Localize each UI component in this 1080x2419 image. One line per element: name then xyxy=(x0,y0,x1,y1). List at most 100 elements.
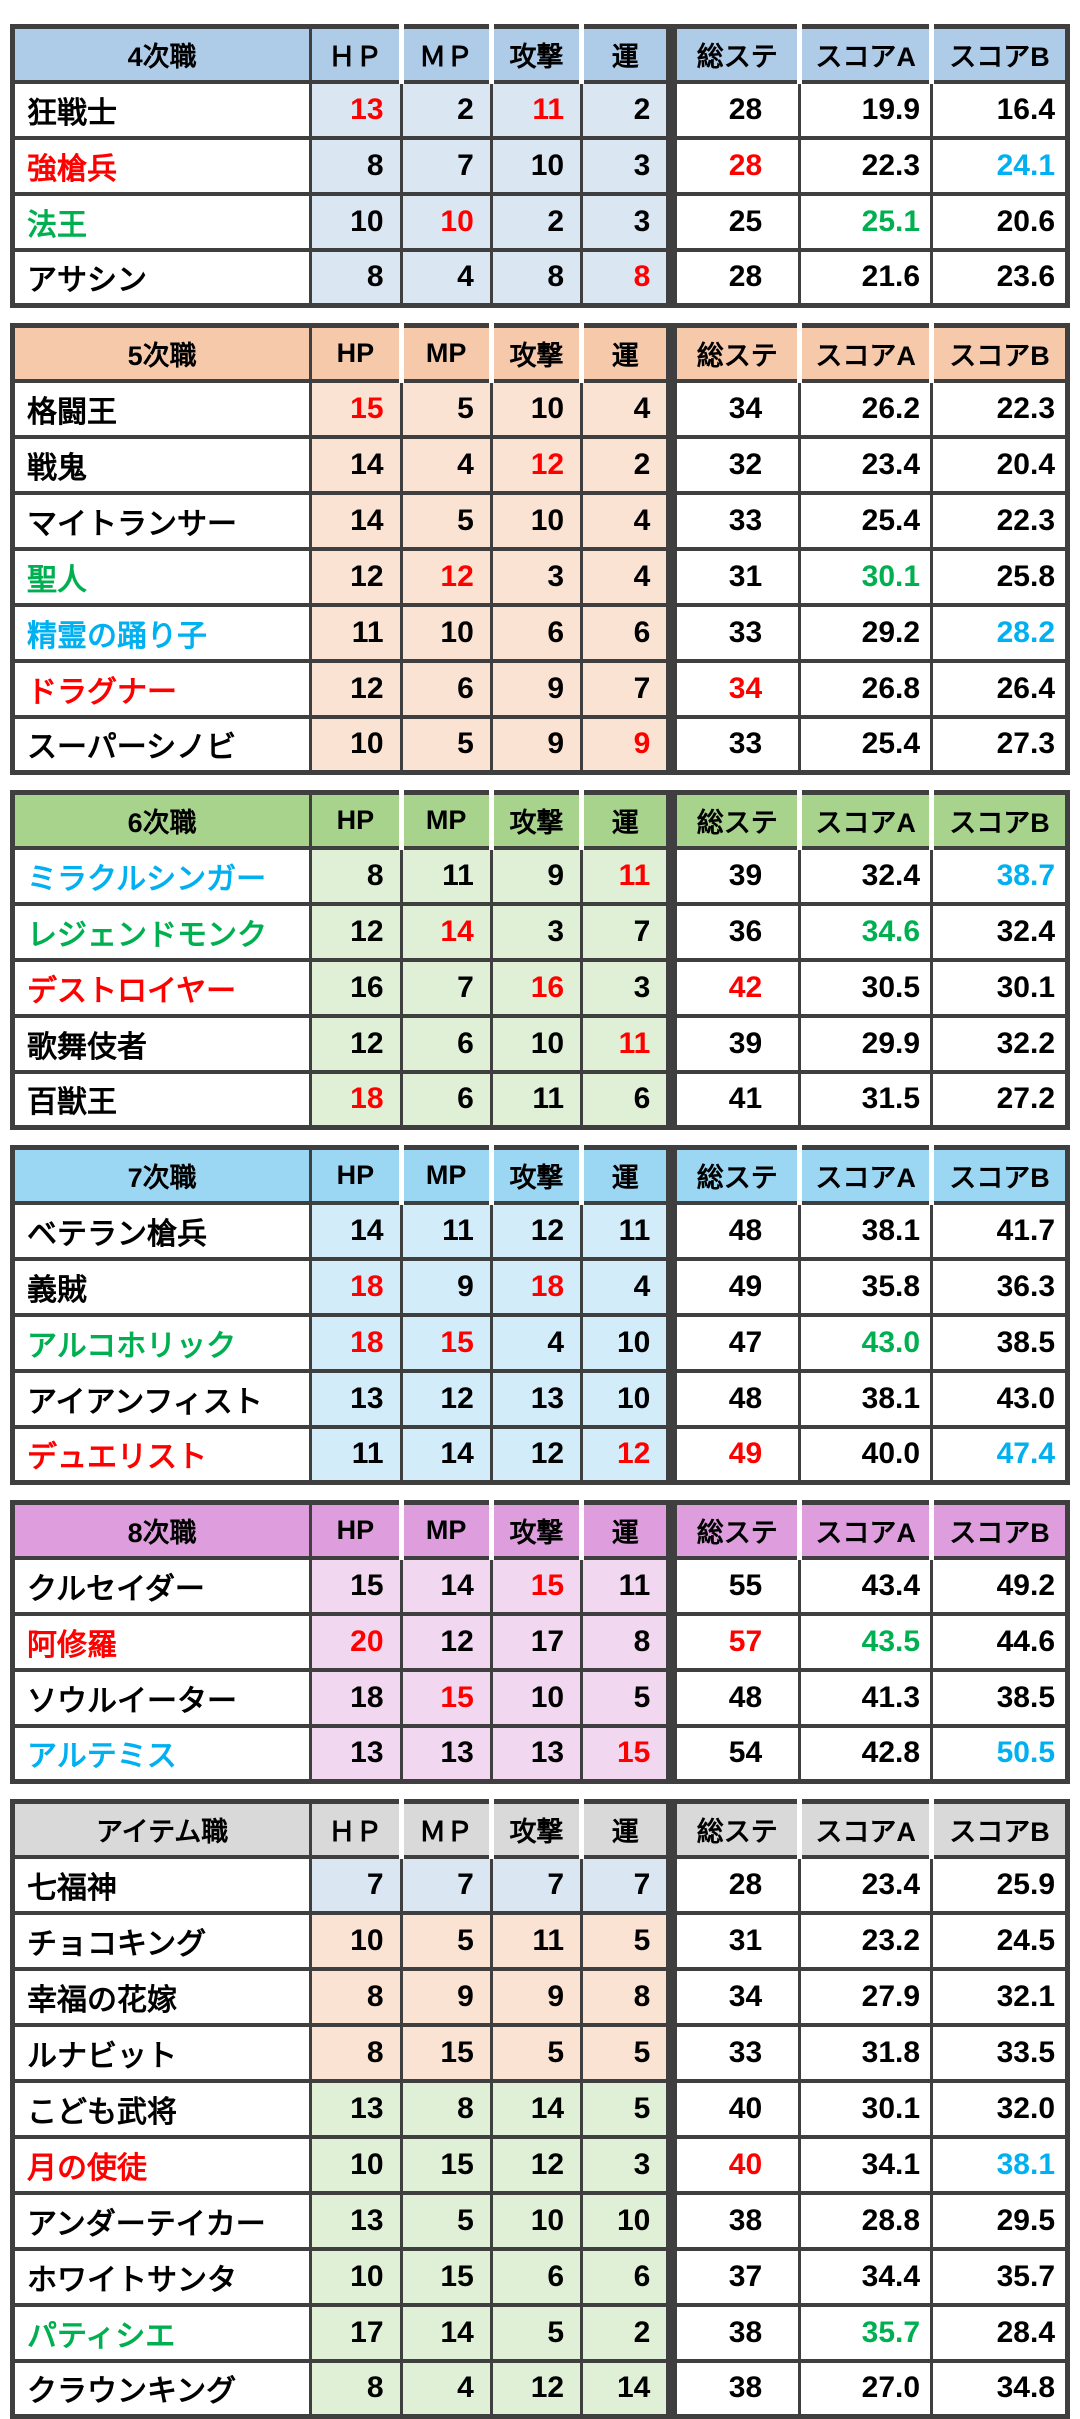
total-stat-cell: 39 xyxy=(666,845,802,906)
score-value-cell: 16.4 xyxy=(930,79,1069,140)
stat-value-cell: 4 xyxy=(489,1312,584,1373)
job-name-cell: 強槍兵 xyxy=(10,135,313,196)
header-row: 5次職 HP MP 攻撃運総ステ スコアA スコアB xyxy=(10,323,1069,383)
total-stat-cell: 38 xyxy=(666,2358,802,2419)
stat-value-cell: 12 xyxy=(489,2358,584,2419)
total-stat-cell: 40 xyxy=(666,2078,802,2139)
tier-table-3: 6次職 HP MP 攻撃運総ステ スコアA スコアB ミラクルシンガー 8 11 9 11 39 32.… xyxy=(10,790,1070,1130)
stat-value-cell: 6 xyxy=(399,1013,493,1074)
stat-header-cell: 運 xyxy=(579,1145,674,1205)
job-name-cell: クラウンキング xyxy=(10,2358,313,2419)
stat-value-cell: 15 xyxy=(399,2134,493,2195)
total-stat-cell: 54 xyxy=(666,1723,802,1784)
score-value-cell: 36.3 xyxy=(930,1256,1069,1317)
total-stat-cell: 39 xyxy=(666,1013,802,1074)
job-name-cell: こども武将 xyxy=(10,2078,313,2139)
stat-value-cell: 15 xyxy=(399,1667,493,1728)
total-stat-cell: 48 xyxy=(666,1368,802,1429)
stat-value-cell: 8 xyxy=(309,1966,403,2027)
total-stat-cell: 48 xyxy=(666,1200,802,1261)
stat-value-cell: 2 xyxy=(580,2302,674,2363)
stat-value-cell: 8 xyxy=(489,247,584,308)
total-stat-cell: 31 xyxy=(666,546,802,607)
tier-header-cell: 6次職 xyxy=(10,790,313,850)
job-row: 精霊の踊り子 11 10 6 6 33 29.2 28.2 xyxy=(10,602,1069,663)
stat-value-cell: 14 xyxy=(399,1424,493,1485)
stat-value-cell: 10 xyxy=(309,191,403,252)
stat-value-cell: 17 xyxy=(309,2302,403,2363)
stat-header-cell: 攻撃 xyxy=(488,1799,584,1859)
stat-value-cell: 5 xyxy=(399,378,493,439)
job-name-cell: 格闘王 xyxy=(10,378,313,439)
stat-header-cell: 総ステ xyxy=(666,1145,802,1205)
job-name-cell: デュエリスト xyxy=(10,1424,313,1485)
score-value-cell: 22.3 xyxy=(798,135,934,196)
stat-value-cell: 6 xyxy=(580,2246,674,2307)
total-stat-cell: 33 xyxy=(666,2022,802,2083)
stat-value-cell: 9 xyxy=(399,1966,493,2027)
stat-header-cell: スコアB xyxy=(929,323,1069,383)
stat-value-cell: 10 xyxy=(399,191,493,252)
stat-value-cell: 18 xyxy=(309,1667,403,1728)
job-name-cell: ルナビット xyxy=(10,2022,313,2083)
header-row: アイテム職 ＨＰ ＭＰ 攻撃運総ステ スコアA スコアB xyxy=(10,1799,1069,1859)
stat-value-cell: 12 xyxy=(309,901,403,962)
stat-header-cell: 運 xyxy=(579,323,674,383)
stat-value-cell: 5 xyxy=(489,2302,584,2363)
stat-value-cell: 4 xyxy=(399,434,493,495)
job-name-cell: 精霊の踊り子 xyxy=(10,602,313,663)
score-value-cell: 32.4 xyxy=(930,901,1069,962)
stat-value-cell: 5 xyxy=(580,2022,674,2083)
stat-value-cell: 5 xyxy=(489,2022,584,2083)
job-name-cell: ソウルイーター xyxy=(10,1667,313,1728)
stat-value-cell: 8 xyxy=(309,247,403,308)
stat-value-cell: 10 xyxy=(489,1013,584,1074)
score-value-cell: 40.0 xyxy=(798,1424,934,1485)
stat-header-cell: スコアA xyxy=(797,1500,934,1560)
stat-value-cell: 12 xyxy=(489,1424,584,1485)
total-stat-cell: 33 xyxy=(666,602,802,663)
stat-value-cell: 7 xyxy=(399,1854,493,1915)
stat-value-cell: 9 xyxy=(489,845,584,906)
stat-value-cell: 14 xyxy=(309,434,403,495)
stat-value-cell: 13 xyxy=(309,79,403,140)
job-name-cell: 阿修羅 xyxy=(10,1611,313,1672)
stat-value-cell: 12 xyxy=(580,1424,674,1485)
job-name-cell: アサシン xyxy=(10,247,313,308)
score-value-cell: 43.5 xyxy=(798,1611,934,1672)
job-name-cell: 百獣王 xyxy=(10,1069,313,1130)
stat-value-cell: 6 xyxy=(489,602,584,663)
score-value-cell: 38.1 xyxy=(930,2134,1069,2195)
stat-value-cell: 12 xyxy=(309,1013,403,1074)
stat-value-cell: 15 xyxy=(489,1555,584,1616)
tier-header-cell: 5次職 xyxy=(10,323,313,383)
job-row: デストロイヤー 16 7 16 3 42 30.5 30.1 xyxy=(10,957,1069,1018)
score-value-cell: 34.6 xyxy=(798,901,934,962)
stat-header-cell: MP xyxy=(398,323,493,383)
stat-value-cell: 12 xyxy=(489,434,584,495)
stat-value-cell: 15 xyxy=(399,1312,493,1373)
stat-value-cell: 10 xyxy=(580,1312,674,1373)
job-row: ホワイトサンタ 10 15 6 6 37 34.4 35.7 xyxy=(10,2246,1069,2307)
stat-value-cell: 12 xyxy=(399,1368,493,1429)
stat-value-cell: 10 xyxy=(309,714,403,775)
stat-value-cell: 15 xyxy=(309,1555,403,1616)
score-value-cell: 24.1 xyxy=(930,135,1069,196)
score-value-cell: 44.6 xyxy=(930,1611,1069,1672)
stat-header-cell: スコアA xyxy=(797,1145,934,1205)
stat-value-cell: 15 xyxy=(399,2246,493,2307)
stat-value-cell: 8 xyxy=(580,1966,674,2027)
score-value-cell: 27.9 xyxy=(798,1966,934,2027)
job-row: 百獣王 18 6 11 6 41 31.5 27.2 xyxy=(10,1069,1069,1130)
stat-header-cell: ＭＰ xyxy=(398,1799,493,1859)
stat-value-cell: 5 xyxy=(580,2078,674,2139)
job-row: ミラクルシンガー 8 11 9 11 39 32.4 38.7 xyxy=(10,845,1069,906)
tier-header-cell: アイテム職 xyxy=(10,1799,313,1859)
score-value-cell: 34.1 xyxy=(798,2134,934,2195)
stat-header-cell: 攻撃 xyxy=(488,24,584,84)
total-stat-cell: 31 xyxy=(666,1910,802,1971)
stat-value-cell: 5 xyxy=(399,1910,493,1971)
stat-value-cell: 10 xyxy=(399,602,493,663)
stat-header-cell: スコアA xyxy=(797,24,934,84)
job-name-cell: 狂戦士 xyxy=(10,79,313,140)
